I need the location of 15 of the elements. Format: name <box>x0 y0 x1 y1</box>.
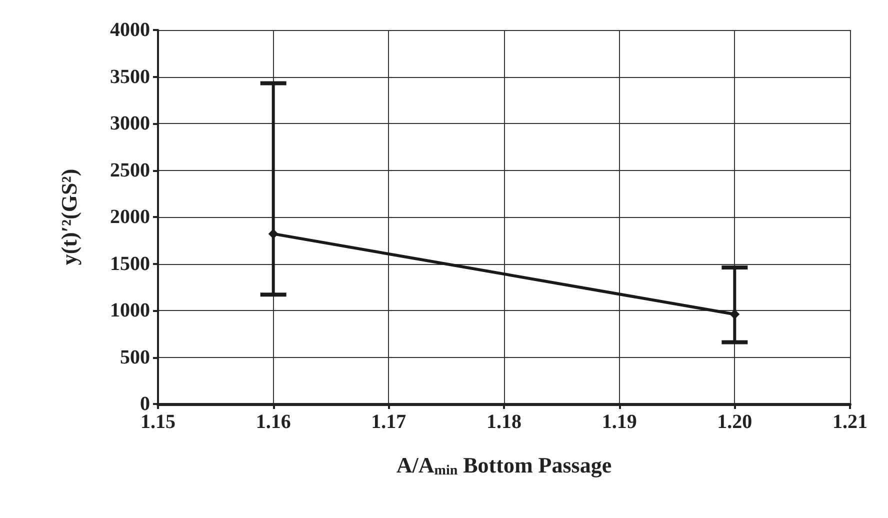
y-tick-label: 2500 <box>110 159 150 182</box>
x-tick-label: 1.21 <box>832 411 868 433</box>
y-tick-label: 1500 <box>110 252 150 275</box>
x-tick-label: 1.18 <box>486 411 522 433</box>
y-tick-label: 2000 <box>110 206 150 228</box>
y-tick-label: 3500 <box>110 66 150 88</box>
y-tick-label: 4000 <box>110 19 150 41</box>
y-tick-label: 1000 <box>110 300 150 322</box>
y-tick-label: 500 <box>120 346 150 368</box>
y-axis-title: y(t)′²(GS²) <box>56 168 82 266</box>
x-tick-label: 1.16 <box>256 411 291 433</box>
x-tick-label: 1.17 <box>371 411 406 433</box>
x-tick-label: 1.19 <box>602 411 637 433</box>
x-tick-label: 1.20 <box>717 411 752 433</box>
y-tick-label: 3000 <box>110 112 150 134</box>
